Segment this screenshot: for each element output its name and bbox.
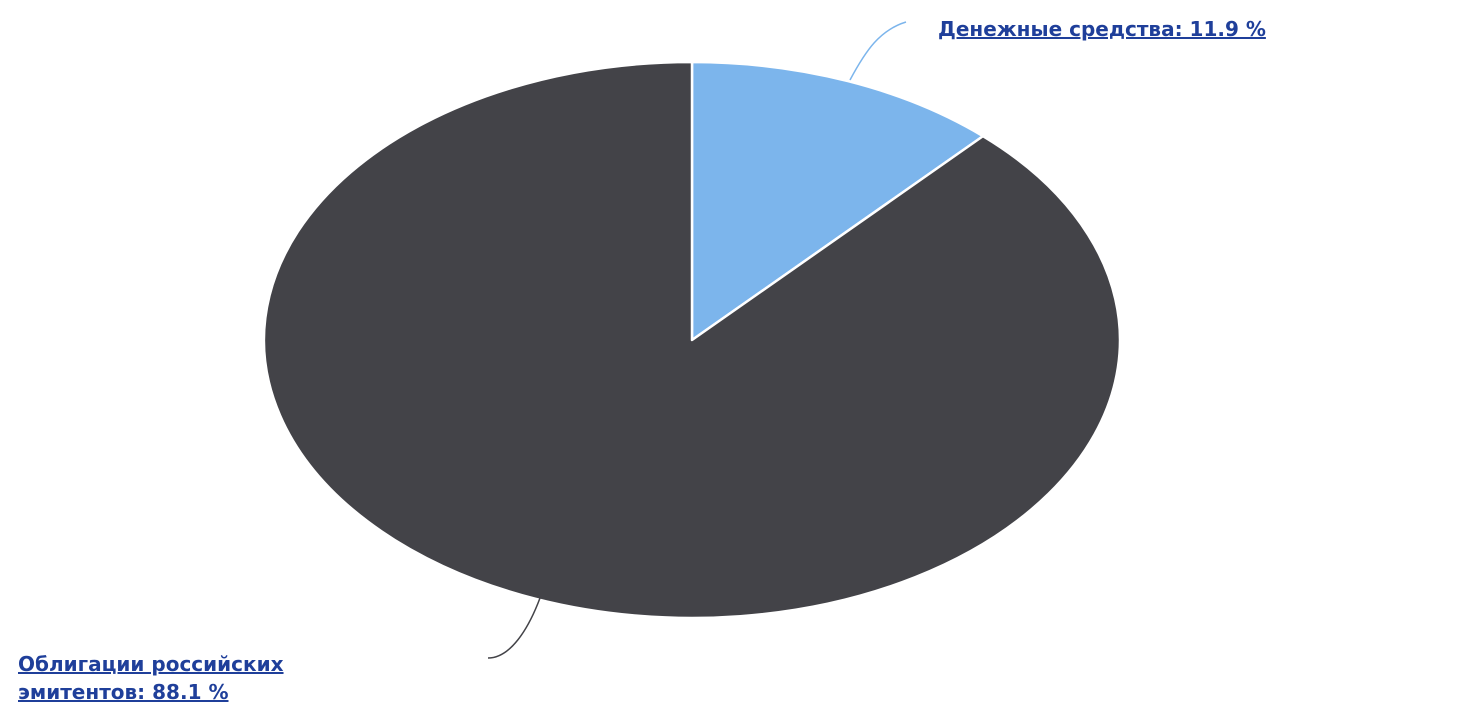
label-connector-1 (849, 21, 907, 81)
pie-slice-1[interactable] (690, 60, 985, 342)
data-label-2[interactable]: Облигации российских эмитентов: 88.1 % (18, 652, 284, 704)
data-label-2-line-1: Облигации российских (18, 652, 284, 676)
label-connectors (487, 21, 907, 659)
pie-slices (262, 60, 1122, 620)
data-label-1[interactable]: Денежные средства: 11.9 % (938, 17, 1266, 41)
data-labels: Денежные средства: 11.9 % Облигации росси… (18, 17, 1266, 704)
label-connector-2 (487, 597, 541, 659)
data-label-2-line-2: эмитентов: 88.1 % (18, 680, 229, 704)
pie-slice-2[interactable] (262, 60, 1122, 620)
data-label-1-line-1: Денежные средства: 11.9 % (938, 17, 1266, 41)
